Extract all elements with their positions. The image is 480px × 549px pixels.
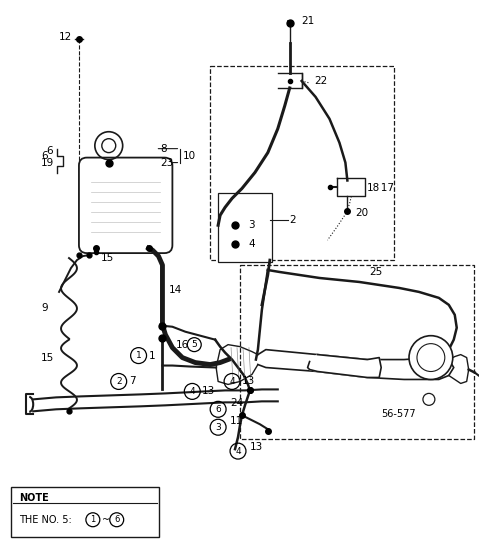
- Polygon shape: [258, 350, 454, 379]
- Text: 19: 19: [41, 158, 54, 167]
- Text: 25: 25: [369, 267, 383, 277]
- Text: 16: 16: [175, 340, 189, 350]
- Text: 20: 20: [355, 208, 369, 219]
- Text: 6: 6: [46, 145, 53, 155]
- Text: 2: 2: [116, 377, 121, 386]
- Text: 4: 4: [235, 446, 241, 456]
- FancyBboxPatch shape: [79, 158, 172, 253]
- Text: 5: 5: [192, 340, 197, 349]
- Text: 23: 23: [160, 158, 174, 167]
- Text: 9: 9: [41, 303, 48, 313]
- Text: 10: 10: [182, 150, 195, 161]
- Circle shape: [423, 394, 435, 405]
- Polygon shape: [449, 355, 468, 383]
- Text: 15: 15: [101, 253, 114, 263]
- FancyBboxPatch shape: [218, 193, 272, 262]
- FancyBboxPatch shape: [12, 487, 159, 537]
- Text: 8: 8: [160, 144, 167, 154]
- Polygon shape: [308, 355, 381, 378]
- Text: 4: 4: [190, 387, 195, 396]
- Text: 17: 17: [371, 183, 394, 193]
- Text: 1: 1: [148, 351, 155, 361]
- Text: 3: 3: [215, 423, 221, 432]
- Text: NOTE: NOTE: [19, 493, 49, 503]
- Text: ~: ~: [102, 515, 110, 525]
- Text: 22: 22: [314, 76, 328, 86]
- Text: THE NO. 5:: THE NO. 5:: [19, 515, 75, 525]
- Text: 2: 2: [290, 215, 296, 225]
- Text: 18: 18: [367, 183, 381, 193]
- Text: 11: 11: [230, 416, 243, 426]
- Circle shape: [409, 335, 453, 379]
- Text: 4: 4: [229, 377, 235, 386]
- Text: 1: 1: [136, 351, 142, 360]
- Text: 13: 13: [242, 377, 255, 386]
- Text: 13: 13: [250, 442, 263, 452]
- Text: 21: 21: [301, 16, 315, 26]
- Text: 13: 13: [202, 386, 216, 396]
- Text: 15: 15: [41, 352, 54, 362]
- Polygon shape: [216, 345, 258, 384]
- Text: 24: 24: [230, 399, 243, 408]
- Text: 4: 4: [248, 239, 254, 249]
- Text: 7: 7: [129, 377, 135, 386]
- Text: 6: 6: [215, 405, 221, 414]
- Text: 3: 3: [248, 220, 254, 230]
- Text: 6: 6: [114, 516, 120, 524]
- Text: 1: 1: [90, 516, 96, 524]
- Text: 14: 14: [168, 285, 181, 295]
- Text: 6: 6: [41, 150, 48, 161]
- Text: 56-577: 56-577: [381, 410, 416, 419]
- Text: 12: 12: [59, 32, 72, 42]
